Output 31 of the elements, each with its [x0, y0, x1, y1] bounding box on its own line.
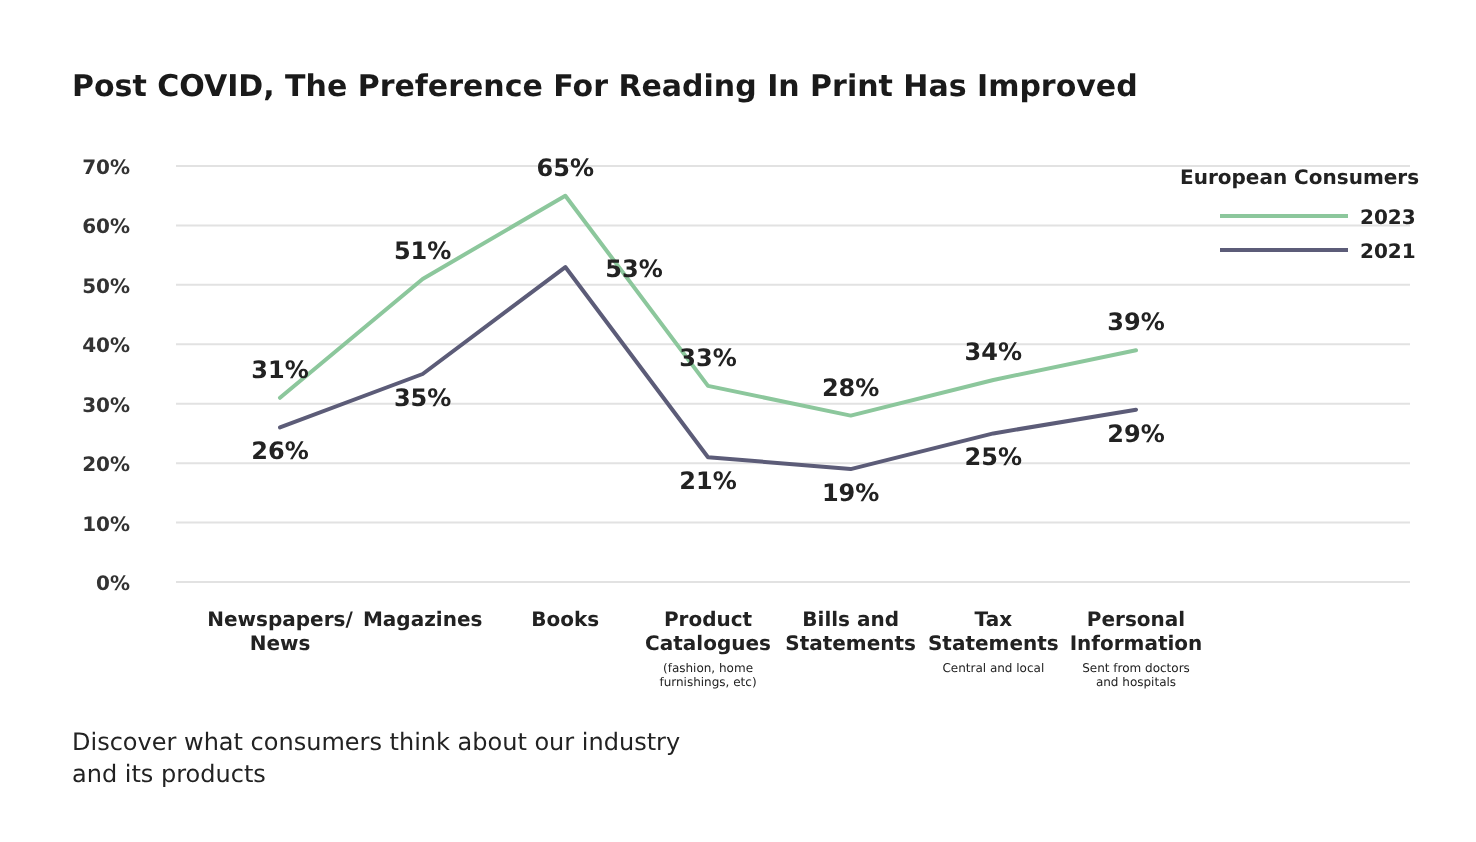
data-label: 34%: [964, 337, 1023, 366]
data-label: 26%: [251, 437, 309, 466]
x-tick-label: Bills and Statements: [785, 610, 917, 656]
legend-title: European Consumers: [1180, 168, 1420, 190]
y-tick-label: 20%: [82, 455, 130, 478]
y-tick-label: 40%: [82, 336, 130, 359]
text: 2021: [1360, 242, 1416, 264]
y-tick-label: 50%: [82, 276, 130, 299]
x-tick-label: Newspapers/ News: [207, 610, 354, 656]
y-tick-label: 30%: [82, 395, 130, 418]
data-label: 35%: [393, 384, 452, 412]
data-label: 53%: [605, 255, 663, 284]
x-tick-label: Books: [531, 610, 600, 632]
data-label: 65%: [536, 153, 595, 182]
y-tick-label: 60%: [82, 217, 130, 240]
data-label: 25%: [964, 443, 1023, 472]
y-tick-label: 10%: [82, 514, 130, 537]
data-label: 51%: [393, 236, 452, 265]
data-label: 31%: [251, 355, 309, 384]
chart-title: Post COVID, The Preference For Reading In Print Has Improved: [72, 68, 1138, 104]
data-label: 39%: [1107, 308, 1165, 337]
data-label: 28%: [821, 373, 880, 402]
y-tick-label: 70%: [82, 158, 130, 180]
text: Discover what consumers think about our industry and its products: [72, 728, 681, 788]
x-tick-label: Magazines: [362, 610, 483, 632]
data-label: 21%: [679, 467, 737, 496]
data-label: 33%: [679, 343, 737, 372]
data-label: 29%: [1107, 419, 1165, 448]
data-label: 19%: [821, 479, 880, 508]
y-tick-label: 0%: [96, 574, 130, 596]
text: 2023: [1360, 208, 1416, 230]
